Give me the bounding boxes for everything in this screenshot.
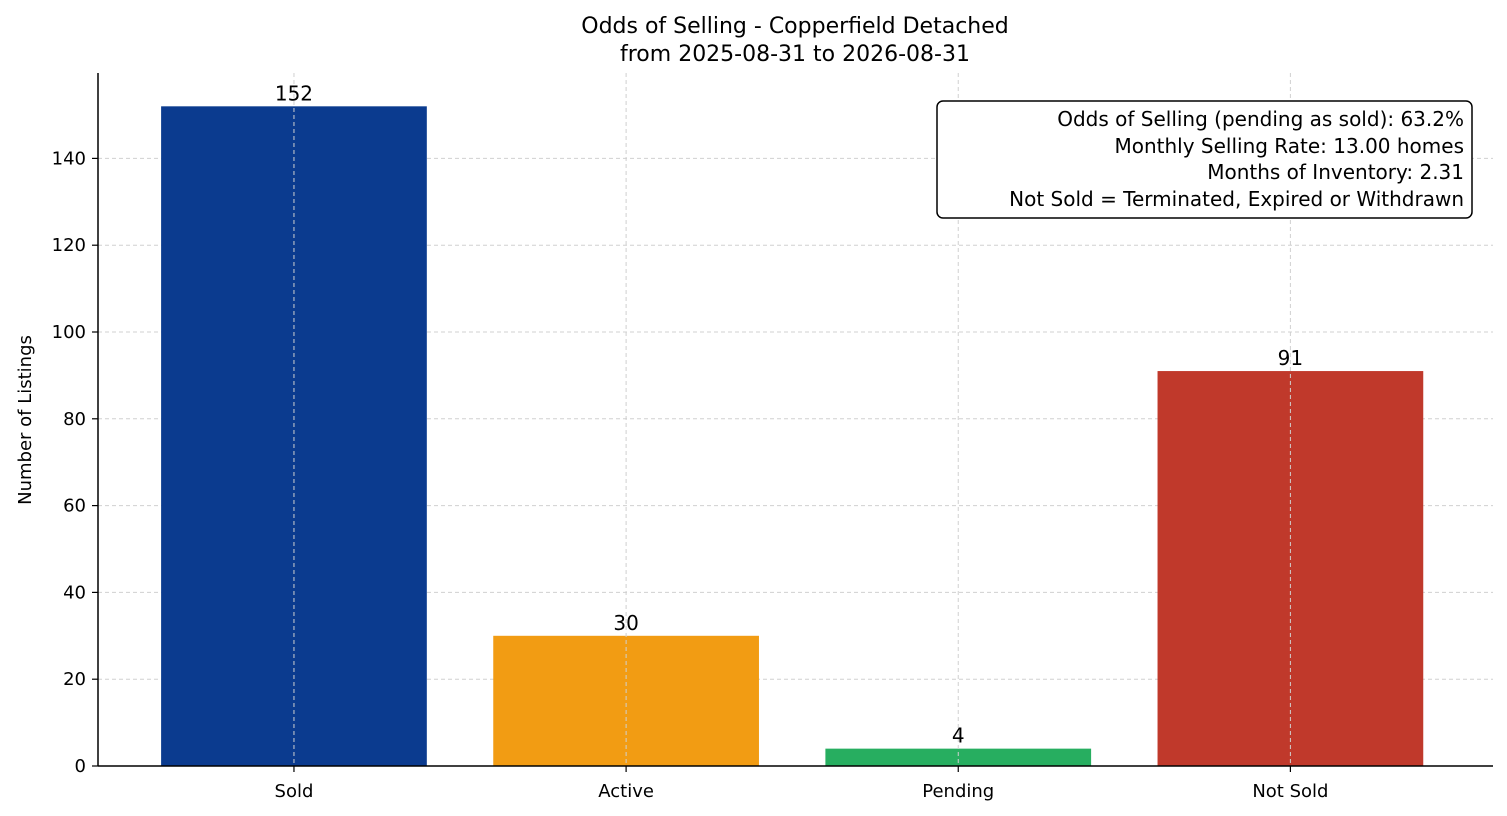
bar xyxy=(1157,371,1424,766)
y-tick-label: 120 xyxy=(52,235,86,256)
info-box-frame xyxy=(936,100,1473,219)
y-tick-label: 0 xyxy=(75,756,86,777)
info-line: Monthly Selling Rate: 13.00 homes xyxy=(1114,134,1464,158)
y-tick-label: 140 xyxy=(52,148,86,169)
x-tick-label: Pending xyxy=(922,781,994,802)
bar-layer xyxy=(161,106,1424,766)
bar xyxy=(825,748,1092,766)
info-line: Odds of Selling (pending as sold): 63.2% xyxy=(1057,107,1464,131)
info-line: Not Sold = Terminated, Expired or Withdr… xyxy=(1009,187,1464,211)
bar xyxy=(161,106,427,766)
bar-value-label: 30 xyxy=(613,611,638,635)
y-tick-label: 100 xyxy=(52,322,86,343)
y-tick-label: 60 xyxy=(63,496,86,517)
label-layer: 152 30 4 91 xyxy=(275,81,1303,747)
x-tick-label: Not Sold xyxy=(1252,781,1328,802)
chart-title: Odds of Selling - Copperfield Detached xyxy=(581,14,1009,39)
y-tick-label: 20 xyxy=(63,669,86,690)
info-box: Odds of Selling (pending as sold): 63.2%… xyxy=(936,100,1473,219)
bar-value-label: 91 xyxy=(1278,346,1303,370)
axis-layer: 0 20 40 60 80 100 120 140 Sold Active Pending Not S… xyxy=(52,73,1493,802)
info-line: Months of Inventory: 2.31 xyxy=(1207,160,1464,184)
bar-value-label: 4 xyxy=(952,724,965,748)
y-axis-label: Number of Listings xyxy=(15,335,36,505)
bar-value-label: 152 xyxy=(275,81,313,105)
y-tick-label: 40 xyxy=(63,582,86,603)
x-tick-label: Active xyxy=(598,781,654,802)
x-tick-label: Sold xyxy=(275,781,314,802)
chart-subtitle: from 2025-08-31 to 2026-08-31 xyxy=(620,42,970,67)
y-tick-label: 80 xyxy=(63,409,86,430)
